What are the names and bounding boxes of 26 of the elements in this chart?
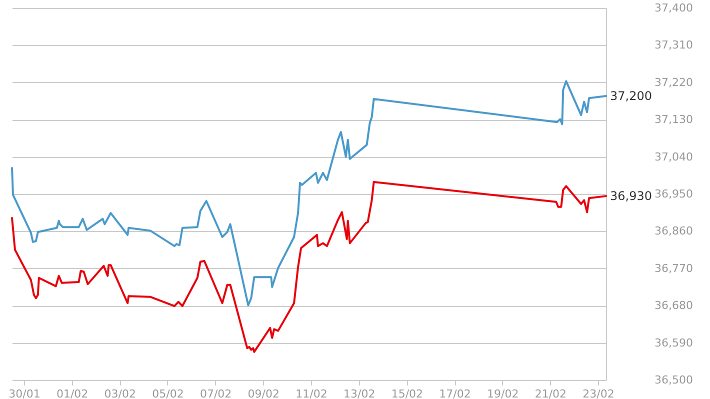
x-tick-label: 19/02 (486, 388, 519, 399)
y-tick-label: 37,130 (654, 113, 693, 126)
y-tick-label: 36,680 (654, 299, 693, 312)
x-tick-label: 07/02 (200, 388, 232, 399)
x-tick-label: 09/02 (248, 388, 280, 399)
y-tick-label: 36,950 (654, 188, 693, 200)
y-tick-label: 37,310 (654, 38, 693, 52)
x-tick-label: 17/02 (439, 388, 471, 399)
y-tick-label: 36,590 (654, 336, 693, 350)
x-tick-label: 05/02 (152, 388, 184, 399)
text: 37,200 (610, 89, 652, 104)
x-tick-label: 30/01 (8, 388, 40, 399)
x-tick-label: 03/02 (104, 388, 136, 399)
y-tick-label: 36,500 (654, 374, 693, 386)
x-tick-label: 21/02 (534, 388, 567, 399)
x-tick-label: 15/02 (391, 388, 424, 399)
x-tick-label: 13/02 (343, 388, 376, 399)
y-tick-label: 36,860 (654, 224, 693, 238)
y-tick-label: 36,770 (654, 262, 693, 275)
x-tick-label: 01/02 (56, 388, 88, 399)
x-tick-label: 23/02 (582, 388, 614, 399)
y-tick-label: 37,400 (654, 2, 693, 14)
text: 36,930 (610, 189, 652, 204)
y-tick-label: 37,040 (654, 150, 693, 164)
y-tick-label: 37,220 (654, 76, 693, 89)
x-tick-label: 11/02 (296, 388, 328, 399)
